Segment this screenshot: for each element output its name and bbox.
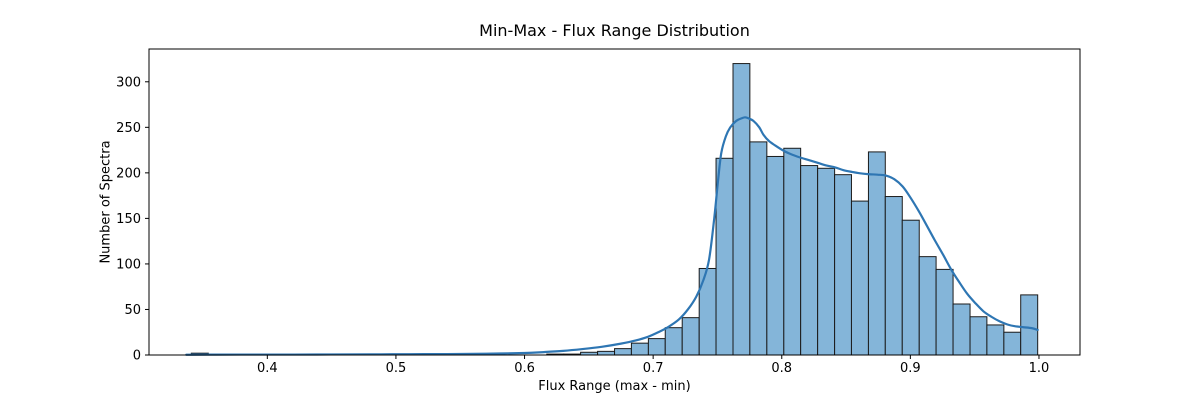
histogram-bar	[986, 324, 1005, 356]
histogram-bar	[647, 338, 666, 356]
histogram-bar	[1020, 294, 1039, 356]
axes-frame	[148, 48, 1081, 356]
x-tick-label: 0.4	[257, 361, 278, 376]
x-axis-ticks: 0.4 0.5 0.6 0.7 0.8 0.9 1.0	[257, 355, 1049, 376]
x-tick-label: 0.9	[900, 361, 921, 376]
histogram-bar	[969, 316, 988, 356]
histogram-bar	[867, 151, 886, 356]
x-axis-label: Flux Range (max - min)	[538, 379, 691, 394]
histogram-bar	[783, 147, 802, 356]
histogram-bar	[918, 256, 937, 356]
histogram-bar	[884, 196, 903, 356]
histogram-bar	[1003, 331, 1022, 356]
histogram-bar	[664, 327, 683, 356]
y-tick-label: 150	[116, 212, 141, 227]
y-axis-ticks: 0 50 100 150 200 250 300	[116, 75, 149, 364]
y-tick-label: 0	[133, 349, 141, 364]
y-axis-label: Number of Spectra	[98, 140, 114, 264]
histogram-bar	[817, 167, 836, 356]
x-tick-label: 0.8	[771, 361, 792, 376]
kde-curve	[185, 116, 1039, 356]
histogram-bar	[800, 165, 819, 356]
histogram-bar	[901, 219, 920, 356]
y-tick-label: 100	[116, 257, 141, 272]
histogram-bar	[935, 268, 954, 356]
histogram-bar	[698, 267, 717, 356]
histogram-bar	[850, 200, 869, 356]
histogram-bar	[766, 155, 785, 356]
x-tick-label: 0.6	[514, 361, 535, 376]
histogram-bar	[681, 317, 700, 356]
histogram-bar	[630, 342, 649, 356]
y-tick-label: 200	[116, 166, 141, 181]
y-tick-label: 50	[124, 303, 141, 318]
y-tick-label: 250	[116, 121, 141, 136]
x-tick-label: 1.0	[1029, 361, 1050, 376]
x-tick-label: 0.5	[386, 361, 407, 376]
histogram-bar	[715, 157, 734, 356]
y-tick-label: 300	[116, 75, 141, 90]
histogram-bar	[749, 141, 768, 356]
histogram-bar	[614, 348, 632, 356]
histogram-bar	[732, 63, 751, 356]
histogram-bar	[834, 174, 852, 356]
histogram-bars	[190, 63, 1039, 356]
histogram-bar	[952, 303, 971, 356]
x-tick-label: 0.7	[643, 361, 664, 376]
histogram-bar	[597, 350, 616, 356]
chart-title: Min-Max - Flux Range Distribution	[479, 21, 750, 40]
